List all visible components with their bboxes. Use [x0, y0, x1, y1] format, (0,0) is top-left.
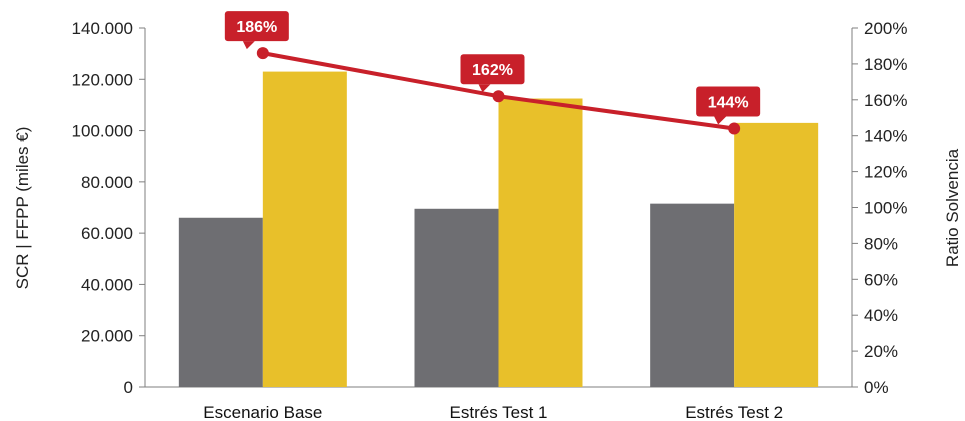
right-tick-label: 100% [864, 199, 907, 218]
bar-series-2 [734, 122, 819, 387]
right-tick-label: 0% [864, 378, 889, 397]
left-tick-label: 0 [124, 378, 133, 397]
ratio-label-box [460, 54, 525, 85]
right-y-ticks: 0% 20% 40% 60% 80% 100% 120% 140% 160% 180% 200% [852, 19, 907, 397]
ratio-label-box [224, 11, 289, 42]
left-tick-label: 60.000 [81, 224, 133, 243]
ratio-data-label: 144% [708, 95, 749, 112]
category-label: Estrés Test 1 [450, 403, 548, 421]
ratio-data-label: 162% [472, 62, 513, 79]
right-tick-label: 120% [864, 163, 907, 182]
right-tick-label: 200% [864, 19, 907, 38]
bar-series-2 [262, 71, 347, 387]
ratio-label-pointer [714, 116, 727, 125]
left-tick-label: 120.000 [72, 70, 133, 89]
right-tick-label: 80% [864, 234, 898, 253]
ratio-label-pointer [478, 84, 491, 93]
bars [178, 71, 819, 388]
left-y-axis-title: SCR | FFPP (miles €) [13, 127, 32, 290]
ratio-line-series: 186% 162% 144% [224, 11, 761, 135]
bar-series-1 [650, 203, 735, 387]
category-label: Estrés Test 2 [685, 403, 783, 421]
left-y-ticks: 0 20.000 40.000 60.000 80.000 100.000 120.000 1… [72, 19, 145, 397]
right-tick-label: 140% [864, 127, 907, 146]
x-category-labels: Escenario Base Estrés Test 1 Estrés Test 2 [203, 403, 783, 421]
category-label: Escenario Base [203, 403, 322, 421]
left-tick-label: 80.000 [81, 173, 133, 192]
ratio-label-box [696, 86, 761, 117]
ratio-label-pointer [242, 41, 255, 50]
right-tick-label: 180% [864, 55, 907, 74]
right-tick-label: 60% [864, 270, 898, 289]
right-tick-label: 160% [864, 91, 907, 110]
right-tick-label: 40% [864, 306, 898, 325]
left-tick-label: 100.000 [72, 122, 133, 141]
left-tick-label: 40.000 [81, 275, 133, 294]
left-tick-label: 140.000 [72, 19, 133, 38]
ratio-point [492, 90, 505, 103]
bar-series-1 [414, 208, 499, 387]
bar-series-1 [178, 217, 263, 387]
ratio-data-label: 186% [236, 19, 277, 36]
bar-series-2 [498, 98, 583, 388]
ratio-point [256, 47, 269, 60]
right-y-axis-title: Ratio Solvencia [943, 148, 962, 267]
right-tick-label: 20% [864, 342, 898, 361]
ratio-point [728, 122, 741, 135]
left-tick-label: 20.000 [81, 327, 133, 346]
